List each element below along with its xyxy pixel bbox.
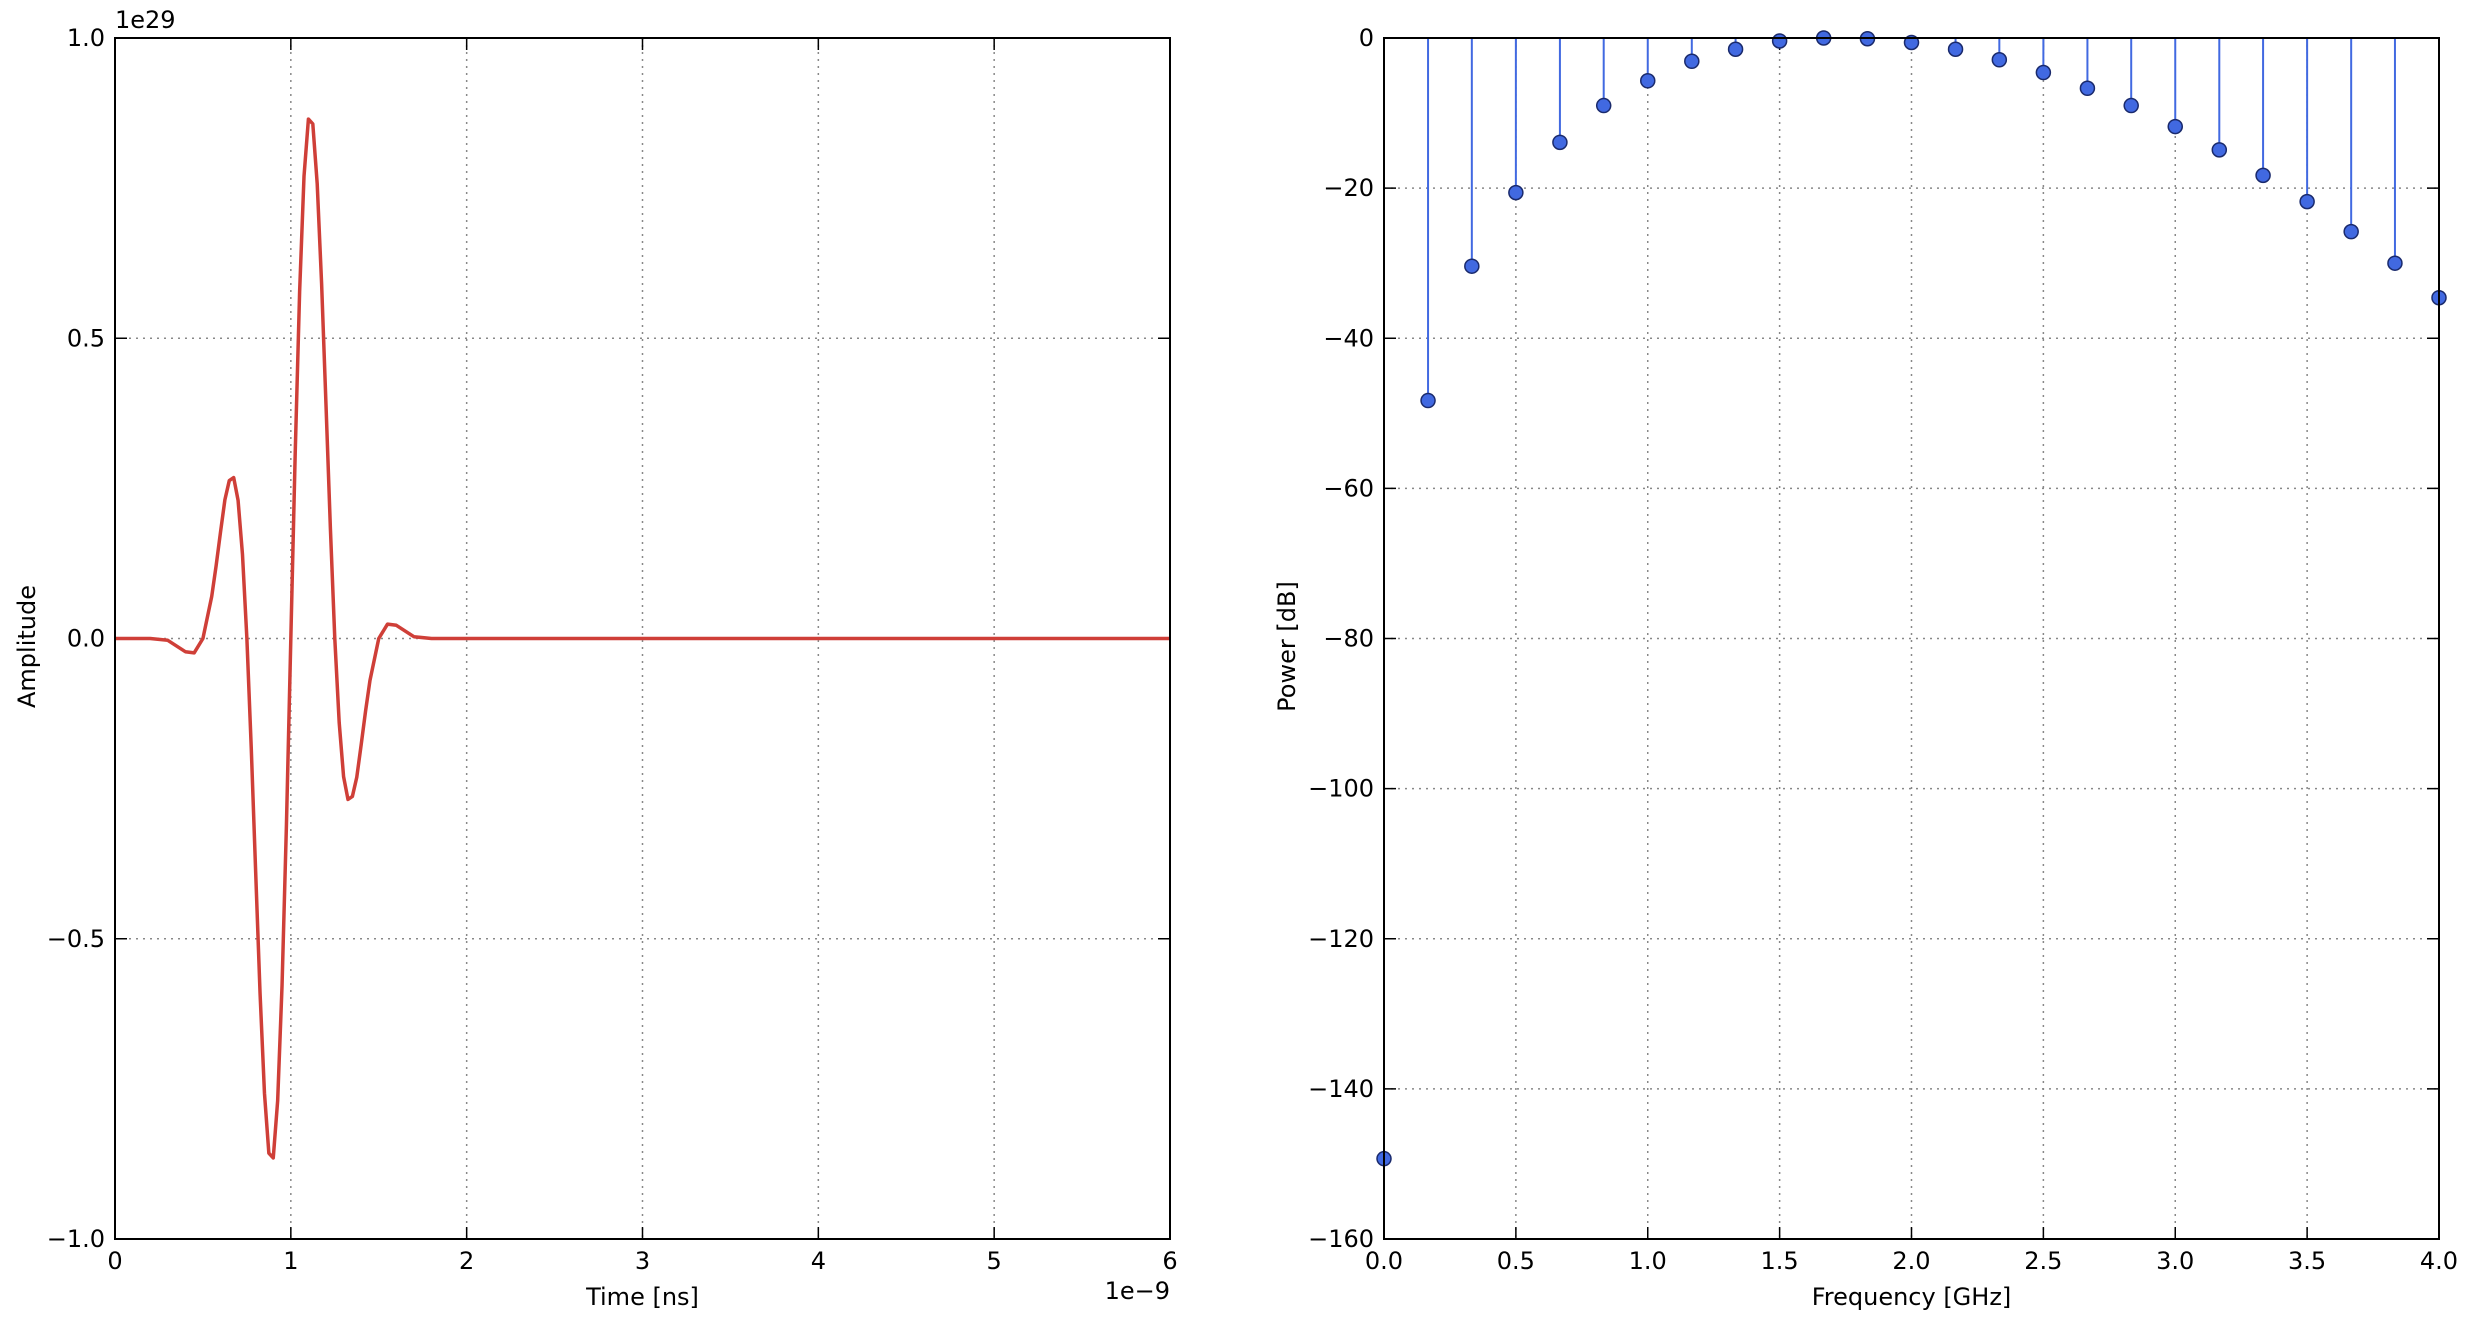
- stem-marker: [2123, 97, 2139, 114]
- y-tick-label: −80: [1323, 625, 1374, 653]
- x-tick-label: 0: [107, 1247, 122, 1275]
- chart-panel: 0 1 2 3 4 5 6 −1.0 −0.5 0.0 0.5 1.0 Time [ns] Amplitu…: [13, 6, 1178, 1311]
- stem-marker: [2387, 255, 2403, 271]
- chart-panel: 0.0 0.5 1.0 1.5 2.0 2.5 3.0 3.5 4.0 −160 −140 −120 −…: [1273, 24, 2458, 1311]
- stem-marker: [1771, 33, 1788, 49]
- y-tick-label: −1.0: [47, 1225, 105, 1253]
- x-tick-label: 5: [987, 1247, 1002, 1275]
- stem-marker: [1464, 258, 1480, 274]
- y-tick-label: −0.5: [47, 925, 105, 953]
- x-tick-label: 1.0: [1629, 1247, 1667, 1275]
- stem-marker: [2167, 118, 2183, 135]
- stem-marker: [1552, 134, 1568, 151]
- x-tick-label: 4.0: [2420, 1247, 2458, 1275]
- stem-marker: [1727, 41, 1744, 58]
- stem-marker: [1684, 53, 1700, 70]
- y-tick-label: −60: [1323, 474, 1374, 502]
- stem-marker: [1991, 52, 2008, 68]
- x-tick-label: 3: [635, 1247, 650, 1275]
- y-axis-label: Power [dB]: [1273, 581, 1301, 712]
- stem-marker: [2299, 193, 2315, 210]
- y-tick-label: 0.0: [67, 625, 105, 653]
- y-tick-label: 1.0: [67, 24, 105, 52]
- x-tick-label: 4: [811, 1247, 826, 1275]
- x-tick-label: 6: [1162, 1247, 1177, 1275]
- y-tick-label: 0: [1359, 24, 1374, 52]
- x-tick-label: 1: [283, 1247, 298, 1275]
- y-tick-label: −100: [1308, 775, 1374, 803]
- stem-marker: [1947, 41, 1964, 58]
- waveform-line: [115, 117, 1170, 1160]
- stem-marker: [1508, 184, 1524, 201]
- stem-marker: [1640, 73, 1656, 89]
- axes-frame: [114, 37, 1171, 1240]
- x-tick-label: 0.5: [1497, 1247, 1535, 1275]
- stem-marker: [1420, 392, 1436, 409]
- stem-marker: [2255, 167, 2271, 184]
- stem-marker: [2079, 80, 2096, 97]
- y-tick-label: −40: [1323, 324, 1374, 352]
- stem-marker: [1903, 34, 1920, 51]
- stem-marker: [2343, 223, 2359, 240]
- y-tick-label: 0.5: [67, 324, 105, 352]
- y-offset-label: 1e29: [115, 6, 176, 34]
- x-tick-label: 2: [459, 1247, 474, 1275]
- y-tick-label: −120: [1308, 925, 1374, 953]
- x-tick-label: 2.0: [1892, 1247, 1930, 1275]
- stem-marker: [2211, 142, 2228, 158]
- x-axis-label: Frequency [GHz]: [1812, 1283, 2012, 1311]
- x-axis-label: Time [ns]: [585, 1283, 699, 1311]
- y-tick-label: −20: [1323, 174, 1374, 202]
- x-tick-label: 3.5: [2288, 1247, 2326, 1275]
- axes-frame: [1383, 37, 2440, 1240]
- x-tick-label: 0.0: [1365, 1247, 1403, 1275]
- x-tick-label: 1.5: [1761, 1247, 1799, 1275]
- x-offset-label: 1e−9: [1105, 1277, 1170, 1305]
- y-axis-label: Amplitude: [13, 585, 41, 708]
- stem-marker: [2035, 64, 2052, 81]
- stem-marker: [1595, 97, 1612, 114]
- y-tick-label: −160: [1308, 1225, 1374, 1253]
- y-tick-label: −140: [1308, 1075, 1374, 1103]
- x-tick-label: 2.5: [2024, 1247, 2062, 1275]
- x-tick-label: 3.0: [2156, 1247, 2194, 1275]
